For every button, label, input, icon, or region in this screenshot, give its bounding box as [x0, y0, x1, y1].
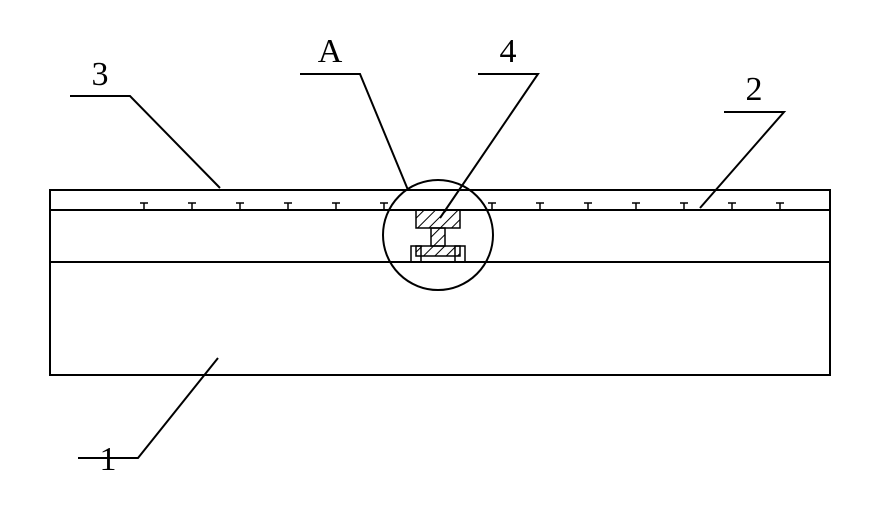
technical-diagram: 3 A 4 2 1	[0, 0, 879, 520]
i-beam-section	[416, 210, 460, 256]
label-2: 2	[746, 71, 763, 108]
label-A: A	[318, 33, 343, 70]
label-1: 1	[100, 441, 117, 478]
leaders	[70, 74, 784, 458]
label-4: 4	[500, 33, 517, 70]
tick-marks	[140, 203, 784, 210]
label-3: 3	[92, 56, 109, 93]
